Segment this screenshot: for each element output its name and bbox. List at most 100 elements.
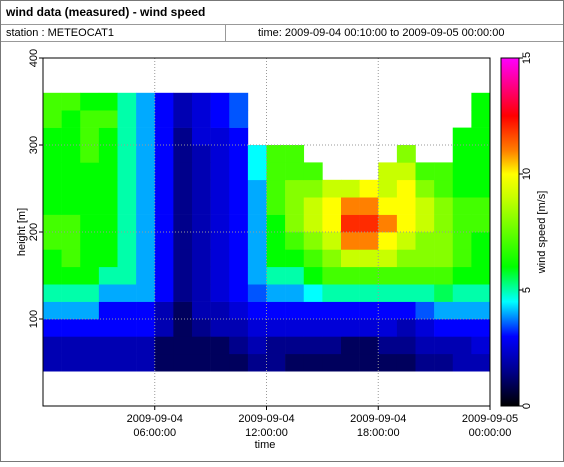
y-tick-label: 100 xyxy=(28,310,40,328)
heatmap-cell xyxy=(117,232,137,250)
heatmap-cell xyxy=(471,266,491,285)
heatmap-cell xyxy=(303,179,323,198)
heatmap-cell xyxy=(154,197,174,215)
heatmap-cell xyxy=(471,110,491,128)
heatmap-cell xyxy=(452,353,472,372)
heatmap-cell xyxy=(341,197,360,215)
heatmap-cell xyxy=(117,301,137,320)
heatmap-cell xyxy=(359,301,379,320)
heatmap-cell xyxy=(136,197,156,215)
heatmap-cell xyxy=(378,214,398,233)
heatmap-cell xyxy=(210,336,230,355)
heatmap-cell xyxy=(341,179,360,198)
heatmap-cell xyxy=(192,110,211,128)
heatmap-cell xyxy=(173,301,193,320)
heatmap-cell xyxy=(415,284,435,302)
heatmap-cell xyxy=(471,319,491,337)
heatmap-cell xyxy=(136,266,156,285)
heatmap-cell xyxy=(192,266,211,285)
heatmap-cell xyxy=(285,353,305,372)
heatmap-cell xyxy=(285,232,305,250)
heatmap-cell xyxy=(98,232,118,250)
heatmap-cell xyxy=(378,249,398,268)
heatmap-cell xyxy=(173,214,193,233)
heatmap-cell xyxy=(303,266,323,285)
heatmap-cell xyxy=(154,110,174,128)
heatmap-cell xyxy=(415,353,435,372)
heatmap-cell xyxy=(61,197,81,215)
heatmap-cell xyxy=(452,301,472,320)
heatmap-cell xyxy=(80,319,100,337)
heatmap-cell xyxy=(471,336,491,355)
heatmap-cell xyxy=(396,284,416,302)
heatmap-cell xyxy=(43,301,62,320)
heatmap-cell xyxy=(452,336,472,355)
heatmap-cell xyxy=(210,162,230,181)
heatmap-cell xyxy=(266,145,286,163)
y-tick-label: 400 xyxy=(28,49,40,67)
heatmap-cell xyxy=(285,336,305,355)
heatmap-cell xyxy=(303,301,323,320)
x-tick-label: 2009-09-05 00:00:00 xyxy=(462,413,518,439)
heatmap-cell xyxy=(434,214,454,233)
heatmap-cell xyxy=(415,319,435,337)
heatmap-cell xyxy=(43,214,62,233)
heatmap-cell xyxy=(322,353,342,372)
colorbar-tick-label: 15 xyxy=(521,52,533,64)
heatmap-cell xyxy=(434,301,454,320)
heatmap-cell xyxy=(192,319,211,337)
heatmap-cell xyxy=(61,232,81,250)
heatmap-cell xyxy=(247,214,267,233)
heatmap-cell xyxy=(266,284,286,302)
heatmap-cell xyxy=(434,266,454,285)
heatmap-cell xyxy=(173,179,193,198)
heatmap-cell xyxy=(210,301,230,320)
heatmap-cell xyxy=(229,92,249,111)
heatmap-cell xyxy=(471,232,491,250)
heatmap-cell xyxy=(359,319,379,337)
heatmap-cell xyxy=(154,127,174,146)
heatmap-cell xyxy=(341,232,360,250)
heatmap-cell xyxy=(210,92,230,111)
heatmap-cell xyxy=(192,162,211,181)
heatmap-cell xyxy=(61,92,81,111)
heatmap-cell xyxy=(303,249,323,268)
heatmap-cell xyxy=(210,232,230,250)
heatmap-cell xyxy=(192,179,211,198)
heatmap-cell xyxy=(322,249,342,268)
heatmap-cell xyxy=(173,336,193,355)
heatmap-cell xyxy=(98,336,118,355)
colorbar-tick-label: 5 xyxy=(521,287,533,293)
heatmap-cell xyxy=(434,284,454,302)
heatmap-cell xyxy=(434,353,454,372)
heatmap-cell xyxy=(229,249,249,268)
time-range: time: 2009-09-04 00:10:00 to 2009-09-05 … xyxy=(258,27,504,39)
heatmap-cell xyxy=(229,197,249,215)
heatmap-cell xyxy=(378,284,398,302)
heatmap-cell xyxy=(322,266,342,285)
heatmap-cell xyxy=(396,162,416,181)
heatmap-cell xyxy=(285,319,305,337)
heatmap-cell xyxy=(396,232,416,250)
heatmap-cell xyxy=(359,284,379,302)
heatmap-cell xyxy=(396,319,416,337)
heatmap-cell xyxy=(136,145,156,163)
heatmap-cell xyxy=(61,249,81,268)
heatmap-cell xyxy=(43,353,62,372)
heatmap-cell xyxy=(229,266,249,285)
heatmap-cell xyxy=(322,214,342,233)
z-label: wind speed [m/s] xyxy=(536,191,548,275)
heatmap-cell xyxy=(415,214,435,233)
heatmap-cell xyxy=(229,145,249,163)
heatmap-cell xyxy=(229,284,249,302)
heatmap-cell xyxy=(471,353,491,372)
heatmap-cell xyxy=(303,336,323,355)
y-label: height [m] xyxy=(16,208,28,256)
heatmap-cell xyxy=(229,301,249,320)
heatmap-cell xyxy=(61,301,81,320)
heatmap-cell xyxy=(266,301,286,320)
heatmap-cell xyxy=(98,214,118,233)
heatmap-cell xyxy=(471,162,491,181)
heatmap-cell xyxy=(43,266,62,285)
heatmap-cell xyxy=(173,110,193,128)
